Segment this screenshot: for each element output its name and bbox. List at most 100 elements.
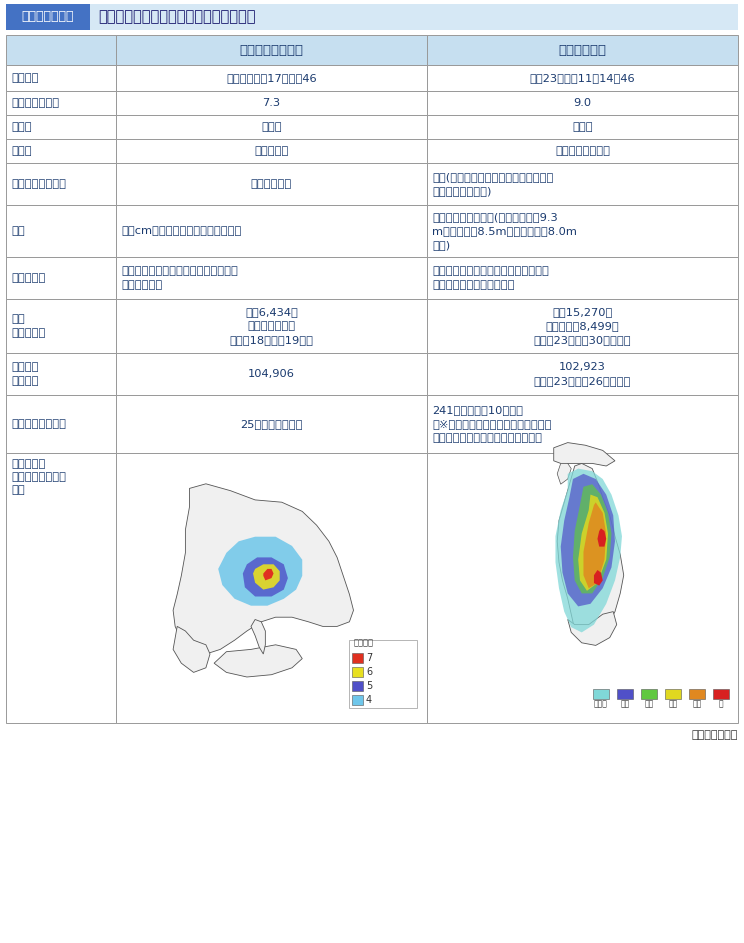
Bar bbox=[116, 205, 427, 257]
Bar bbox=[427, 139, 738, 163]
Polygon shape bbox=[554, 442, 615, 466]
Polygon shape bbox=[173, 484, 353, 654]
Text: 発生日時: 発生日時 bbox=[11, 73, 39, 83]
Text: ５強: ５強 bbox=[644, 700, 654, 708]
Bar bbox=[116, 91, 427, 115]
Text: 6: 6 bbox=[366, 667, 372, 677]
Polygon shape bbox=[557, 463, 571, 484]
Text: 7.3: 7.3 bbox=[263, 98, 280, 108]
Polygon shape bbox=[556, 469, 622, 633]
Text: 被災地: 被災地 bbox=[11, 146, 32, 156]
Polygon shape bbox=[594, 570, 603, 586]
Bar bbox=[689, 689, 705, 699]
Polygon shape bbox=[568, 612, 617, 645]
Text: ７: ７ bbox=[719, 700, 723, 708]
Bar bbox=[352, 695, 363, 705]
Text: 被害の特徴: 被害の特徴 bbox=[11, 273, 45, 283]
Text: （内閣府資料）: （内閣府資料） bbox=[692, 730, 738, 740]
Polygon shape bbox=[583, 503, 606, 588]
Text: 直下型: 直下型 bbox=[261, 122, 282, 132]
Bar bbox=[6, 299, 116, 353]
Polygon shape bbox=[263, 569, 274, 580]
Bar bbox=[641, 689, 657, 699]
Text: 平成７年１月17日５：46: 平成７年１月17日５：46 bbox=[226, 73, 317, 83]
Bar bbox=[427, 257, 738, 299]
Bar bbox=[6, 65, 116, 91]
Text: 都市部中心: 都市部中心 bbox=[254, 146, 289, 156]
Polygon shape bbox=[218, 537, 302, 605]
Bar bbox=[427, 205, 738, 257]
Bar bbox=[427, 115, 738, 139]
Bar bbox=[427, 453, 738, 723]
Bar bbox=[6, 205, 116, 257]
Bar bbox=[665, 689, 681, 699]
Text: 241市区町村（10都県）
（※）長野県北部を震源とする地震で
適用された４市町村（２県）を含む: 241市区町村（10都県） （※）長野県北部を震源とする地震で 適用された４市町… bbox=[432, 405, 551, 443]
Text: 震度分布図
（震度４以上を表
示）: 震度分布図 （震度４以上を表 示） bbox=[11, 459, 66, 495]
Text: 震度４: 震度４ bbox=[594, 700, 608, 708]
Text: 農林水産地域中心: 農林水産地域中心 bbox=[555, 146, 610, 156]
Bar bbox=[6, 353, 116, 395]
Text: 阪神・淡路大震災: 阪神・淡路大震災 bbox=[240, 43, 304, 57]
Text: 死者15,270名
行方不明者8,499名
（平成23年５月30日現在）: 死者15,270名 行方不明者8,499名 （平成23年５月30日現在） bbox=[533, 307, 632, 345]
Polygon shape bbox=[214, 645, 302, 677]
Bar bbox=[116, 115, 427, 139]
Text: 5: 5 bbox=[366, 681, 372, 691]
Text: 104,906: 104,906 bbox=[248, 369, 295, 379]
Text: １県（兵庫）: １県（兵庫） bbox=[251, 179, 292, 189]
Text: 東日本大震災: 東日本大震災 bbox=[559, 43, 606, 57]
Polygon shape bbox=[578, 494, 608, 591]
Polygon shape bbox=[251, 620, 266, 654]
Polygon shape bbox=[173, 626, 210, 672]
Bar bbox=[6, 4, 738, 30]
Bar bbox=[116, 453, 427, 723]
Bar bbox=[6, 163, 116, 205]
Bar bbox=[6, 139, 116, 163]
Bar bbox=[427, 35, 738, 65]
Text: 大津波により，沿岸部で甚大な被害が
発生，多数の地区が壊滅。: 大津波により，沿岸部で甚大な被害が 発生，多数の地区が壊滅。 bbox=[432, 266, 549, 290]
Bar bbox=[116, 395, 427, 453]
Text: 阪神・淡路大震災と東日本大震災の比較: 阪神・淡路大震災と東日本大震災の比較 bbox=[98, 9, 255, 25]
Bar bbox=[116, 353, 427, 395]
Text: 建築物の倒壊。長田区を中心に大規模
火災が発生。: 建築物の倒壊。長田区を中心に大規模 火災が発生。 bbox=[121, 266, 238, 290]
Text: ６強: ６強 bbox=[693, 700, 702, 708]
Bar bbox=[617, 689, 633, 699]
Text: 震度震級: 震度震級 bbox=[354, 638, 374, 647]
Text: 7: 7 bbox=[366, 653, 372, 663]
Text: 各地で大津波を観測(最大波　相馬9.3
m以上，宮古8.5m以上，大船渡8.0m
以上): 各地で大津波を観測(最大波 相馬9.3 m以上，宮古8.5m以上，大船渡8.0m… bbox=[432, 212, 577, 250]
Bar bbox=[427, 353, 738, 395]
Text: ５弱: ５弱 bbox=[620, 700, 629, 708]
Text: 102,923
（平成23年５月26日現在）: 102,923 （平成23年５月26日現在） bbox=[533, 362, 631, 386]
Bar bbox=[116, 35, 427, 65]
Bar bbox=[6, 453, 116, 723]
Bar bbox=[352, 667, 363, 677]
Bar bbox=[427, 65, 738, 91]
Polygon shape bbox=[243, 557, 288, 597]
Text: 災害救助法の適用: 災害救助法の適用 bbox=[11, 419, 66, 429]
Polygon shape bbox=[597, 528, 606, 547]
Text: 津波: 津波 bbox=[11, 226, 25, 236]
Polygon shape bbox=[253, 564, 280, 589]
Bar bbox=[349, 640, 417, 708]
Bar bbox=[427, 163, 738, 205]
Bar bbox=[352, 653, 363, 663]
Text: ８県(宮城，福島，茨城，栃木，岩手，
群馬，埼玉，千葉): ８県(宮城，福島，茨城，栃木，岩手， 群馬，埼玉，千葉) bbox=[432, 172, 554, 196]
Polygon shape bbox=[573, 484, 612, 593]
Text: 平成23年３月11日14：46: 平成23年３月11日14：46 bbox=[530, 73, 635, 83]
Bar bbox=[427, 395, 738, 453]
Text: 数十cmの津波の報告あり，被害なし: 数十cmの津波の報告あり，被害なし bbox=[121, 226, 241, 236]
Bar bbox=[116, 299, 427, 353]
Bar bbox=[6, 4, 90, 30]
Bar bbox=[352, 681, 363, 691]
Text: 住家被害
（全壊）: 住家被害 （全壊） bbox=[11, 362, 39, 386]
Bar bbox=[116, 163, 427, 205]
Bar bbox=[427, 91, 738, 115]
Bar bbox=[6, 395, 116, 453]
Text: マグニチュード: マグニチュード bbox=[11, 98, 59, 108]
Bar bbox=[6, 91, 116, 115]
Bar bbox=[116, 257, 427, 299]
Bar bbox=[713, 689, 729, 699]
Bar bbox=[593, 689, 609, 699]
Bar bbox=[427, 299, 738, 353]
Polygon shape bbox=[557, 463, 623, 643]
Text: 震度６弱以上県数: 震度６弱以上県数 bbox=[11, 179, 66, 189]
